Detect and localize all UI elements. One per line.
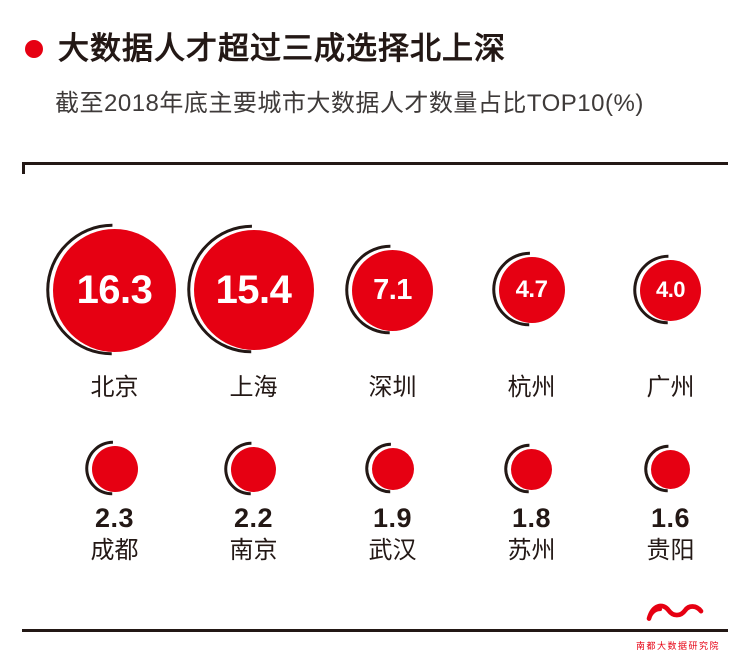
bubble-value: 1.8 [511,503,552,534]
bottom-divider [22,629,728,632]
bubble-value: 16.3 [76,268,153,313]
title-bullet-icon [25,39,43,58]
bubble-circle [511,448,552,490]
bubble-value: 15.4 [215,268,292,313]
bubble-circle: 15.4 [193,230,314,351]
brand-name: 南都大数据研究院 [635,641,720,651]
bubble-circle [371,448,414,491]
bubble-value: 1.6 [650,503,691,534]
chart-subtitle: 截至2018年底主要城市大数据人才数量占比TOP10(%) [55,90,644,118]
city-label: 贵阳 [646,537,695,565]
header: 大数据人才超过三成选择北上深 [0,0,750,67]
city-label: 苏州 [507,537,556,565]
bubble-circle: 4.7 [498,257,565,324]
bubble-area [634,434,702,502]
bubble-area: 4.0 [618,215,718,365]
bubble-area [493,433,565,504]
brand-swoosh-icon [646,603,704,621]
bubble [493,433,565,504]
bubble-cell: 4.0 广州 [601,215,740,403]
bubble-area: 16.3 [19,196,205,383]
bubble: 15.4 [160,198,342,381]
brand-logo [638,600,712,626]
page-title: 大数据人才超过三成选择北上深 [58,31,506,66]
city-label: 杭州 [507,374,556,402]
bubble-circle: 16.3 [53,228,176,352]
city-label: 南京 [229,537,278,565]
bubble-circle [91,446,138,493]
bubble [354,432,426,504]
bubble-cell: 1.9 武汉 [323,432,462,566]
bubble-circle: 4.0 [640,259,701,321]
bubble-value: 7.1 [373,273,412,306]
bubble-area: 15.4 [160,198,342,381]
bubble: 7.1 [326,225,454,353]
bubble [73,429,151,507]
bubble [213,430,289,507]
city-label: 北京 [90,374,139,402]
bubble-row-1: 16.3 北京 15.4 上海 7.1 深圳 4.7 杭州 4.0 广州 [0,196,750,403]
bubble-area: 4.7 [476,215,582,365]
bubble-circle [231,446,276,492]
bubble-value: 4.0 [655,277,686,303]
bubble-cell: 4.7 杭州 [462,215,601,403]
top-divider [22,162,728,175]
bubble-circle [651,449,690,489]
bubble-row-2: 2.3 成都 2.2 南京 1.9 武汉 1.8 苏州 1.6 贵阳 [0,429,750,566]
bubble-cell: 15.4 上海 [160,198,342,403]
bubble-area: 7.1 [326,215,454,365]
city-label: 深圳 [368,374,417,402]
bubble-cell: 1.8 苏州 [462,433,601,566]
bubble-area [73,429,151,507]
bubble-cell: 2.2 南京 [184,430,323,566]
bubble-cell: 1.6 贵阳 [601,434,740,566]
bubble-area [213,430,289,507]
bubble: 4.0 [618,240,718,339]
bubble-value: 4.7 [515,276,548,304]
city-label: 成都 [90,537,139,565]
bubble-cell: 7.1 深圳 [323,215,462,403]
bubble: 4.7 [476,236,582,342]
bubble-value: 1.9 [372,503,413,534]
city-label: 武汉 [368,537,417,565]
bubble [634,434,702,502]
bubble: 16.3 [19,196,205,383]
city-label: 广州 [646,374,695,402]
bubble-value: 2.3 [94,503,135,534]
bubble-value: 2.2 [233,503,274,534]
bubble-cell: 16.3 北京 [19,196,205,403]
bubble-area [354,432,426,504]
bubble-circle: 7.1 [352,249,433,331]
bubble-cell: 2.3 成都 [45,429,184,566]
city-label: 上海 [229,374,278,402]
bubble-chart: 16.3 北京 15.4 上海 7.1 深圳 4.7 杭州 4.0 广州 2.3 成都 2.2 南京 1.… [0,196,750,566]
